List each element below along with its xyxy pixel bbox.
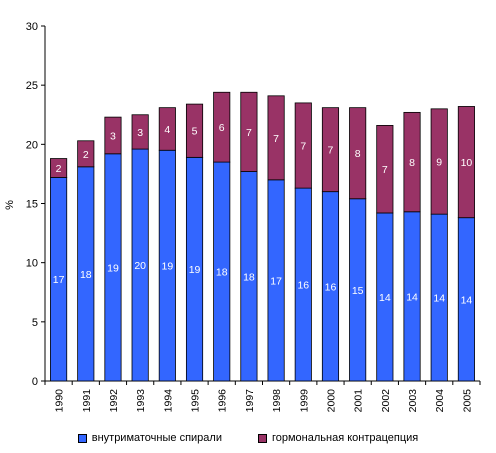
bar-labels: 17 2 18 2 19 3 20 3 19 4 19 5 18 6 18 7 17 7 16 7 16 7 15 8 14 7 1…	[53, 122, 473, 306]
bar-segment-hormonal	[158, 107, 176, 151]
data-label: 19	[189, 264, 201, 276]
data-label: 18	[216, 267, 228, 279]
data-label: 4	[164, 124, 170, 136]
data-label: 7	[300, 141, 306, 153]
legend-swatch-hormonal	[257, 433, 267, 443]
data-label: 14	[433, 293, 445, 305]
data-label: 9	[436, 156, 442, 168]
bar-segment-hormonal	[430, 108, 448, 215]
bar-segment-hormonal	[240, 91, 258, 172]
bar-segment-hormonal	[50, 158, 68, 178]
x-tick-label: 1990	[54, 389, 66, 413]
bar-segment-hormonal	[321, 107, 340, 193]
x-tick-label: 1998	[271, 389, 283, 413]
bar-segment-hormonal	[104, 116, 122, 155]
data-label: 17	[270, 275, 282, 287]
legend-swatch-iud	[77, 433, 87, 443]
data-label: 7	[382, 164, 388, 176]
y-tick-label: 0	[32, 376, 38, 388]
y-tick-label: 10	[26, 258, 38, 270]
data-label: 15	[352, 285, 364, 297]
bar-segment-hormonal	[403, 111, 421, 213]
x-tick-label: 1992	[108, 389, 120, 413]
x-tick-label: 2003	[407, 389, 419, 413]
data-label: 18	[243, 271, 255, 283]
legend-label-iud: внутриматочные спирали	[91, 432, 222, 444]
legend-item-iud: внутриматочные спирали	[77, 432, 222, 444]
bar-segment-hormonal	[267, 95, 285, 181]
data-label: 20	[134, 260, 146, 272]
legend-label-hormonal: гормональная контрацепция	[271, 432, 419, 444]
x-tick-label: 2004	[434, 389, 446, 413]
y-tick-label: 30	[26, 21, 38, 33]
x-tick-label: 1993	[135, 389, 147, 413]
x-tick-label: 1994	[162, 389, 174, 413]
data-label: 7	[273, 133, 279, 145]
data-label: 14	[379, 292, 391, 304]
legend-item-hormonal: гормональная контрацепция	[257, 432, 419, 444]
data-label: 3	[137, 127, 143, 139]
x-tick-label: 2002	[380, 389, 392, 413]
y-tick-label: 15	[26, 199, 38, 211]
x-tick-label: 1991	[81, 389, 93, 413]
bar-segment-hormonal	[213, 91, 231, 163]
data-label: 3	[110, 130, 116, 142]
bar-segment-hormonal	[185, 103, 204, 158]
y-tick-label: 25	[26, 80, 38, 92]
bars	[50, 91, 475, 382]
bar-segment-hormonal	[457, 106, 475, 219]
bar-segment-hormonal	[376, 125, 394, 214]
data-label: 8	[409, 157, 415, 169]
x-tick-label: 1995	[190, 389, 202, 413]
y-tick-label: 20	[26, 139, 38, 151]
legend: внутриматочные спирали гормональная конт…	[0, 432, 496, 444]
x-tick-label: 2005	[461, 389, 473, 413]
x-tick-label: 1999	[298, 389, 310, 413]
x-tick-label: 1996	[217, 389, 229, 413]
data-label: 2	[56, 163, 62, 175]
data-label: 18	[80, 269, 92, 281]
data-label: 2	[83, 149, 89, 161]
data-label: 16	[297, 280, 309, 292]
x-tick-label: 1997	[244, 389, 256, 413]
data-label: 19	[107, 262, 119, 274]
data-label: 7	[246, 127, 252, 139]
data-label: 6	[219, 122, 225, 134]
bar-segment-hormonal	[349, 107, 367, 200]
x-tick-label: 2000	[325, 389, 337, 413]
data-label: 10	[461, 157, 473, 169]
bar-segment-hormonal	[294, 102, 312, 189]
bar-segment-hormonal	[77, 140, 95, 168]
data-label: 14	[406, 291, 418, 303]
y-axis-label: %	[4, 200, 16, 210]
data-label: 19	[162, 261, 174, 273]
bar-segment-hormonal	[131, 114, 149, 150]
data-label: 17	[53, 274, 65, 286]
y-tick-label: 5	[32, 317, 38, 329]
data-label: 16	[325, 281, 337, 293]
data-label: 5	[192, 126, 198, 138]
data-label: 14	[461, 294, 473, 306]
data-label: 8	[355, 148, 361, 160]
data-label: 7	[328, 145, 334, 157]
x-tick-label: 2001	[353, 389, 365, 413]
